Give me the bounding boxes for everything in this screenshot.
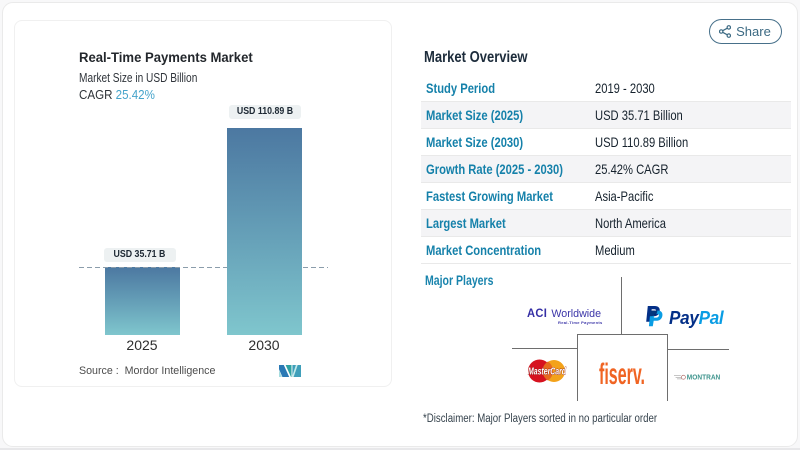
svg-text:fiserv.: fiserv. [599,358,645,388]
svg-text:MONTRAN: MONTRAN [686,373,720,382]
svg-text:MasterCard: MasterCard [528,366,567,377]
